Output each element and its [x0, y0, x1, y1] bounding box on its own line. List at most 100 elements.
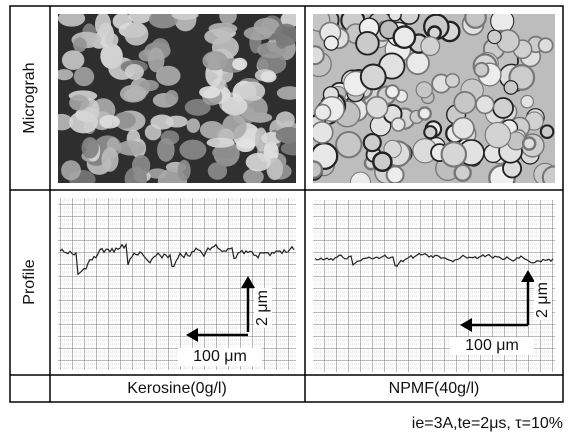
texture — [239, 95, 268, 122]
texture — [372, 151, 393, 173]
texture — [451, 116, 475, 140]
profile-trace — [314, 252, 554, 268]
texture — [453, 163, 472, 183]
texture — [521, 136, 537, 151]
label-bg — [178, 348, 262, 366]
caption: ie=3A,te=2μs, τ=10% — [412, 415, 563, 432]
texture — [405, 50, 430, 76]
row-label: Micrograh — [21, 62, 38, 133]
texture — [101, 147, 119, 172]
texture — [490, 14, 515, 34]
texture — [221, 96, 248, 116]
texture — [212, 145, 236, 160]
texture — [155, 65, 181, 86]
texture — [58, 113, 74, 131]
texture — [423, 125, 438, 140]
texture — [275, 111, 295, 129]
texture — [313, 121, 334, 144]
texture — [492, 97, 514, 119]
texture — [61, 50, 85, 70]
scale-label: 2 μm — [254, 290, 271, 326]
texture — [119, 84, 147, 103]
label-bg — [450, 337, 534, 355]
texture — [199, 86, 221, 99]
texture — [398, 14, 420, 25]
texture — [388, 14, 402, 22]
texture — [150, 114, 174, 130]
micrograph-npmf — [313, 14, 555, 183]
texture — [131, 154, 151, 177]
texture — [58, 69, 74, 81]
texture — [254, 127, 268, 152]
texture — [362, 133, 382, 153]
texture — [473, 61, 490, 78]
texture — [323, 35, 339, 51]
texture — [365, 96, 389, 120]
texture — [464, 14, 487, 29]
texture — [73, 67, 95, 87]
texture — [415, 81, 433, 99]
profile-grid — [58, 198, 296, 370]
texture — [207, 162, 228, 180]
micrograph-kerosine — [58, 14, 296, 183]
column-label: NPMF(40g/l) — [389, 380, 480, 397]
texture — [475, 94, 495, 115]
texture — [444, 73, 460, 89]
texture — [139, 79, 159, 92]
scale-bars — [186, 270, 535, 342]
texture — [202, 51, 228, 71]
texture — [440, 141, 468, 168]
row-label: Profile — [21, 259, 38, 304]
label-bg — [534, 280, 552, 320]
texture — [94, 14, 112, 37]
texture — [179, 139, 207, 160]
texture — [520, 94, 535, 109]
scale-label: 100 μm — [465, 337, 519, 354]
texture — [359, 63, 387, 91]
texture — [385, 165, 405, 183]
texture — [104, 33, 119, 48]
texture — [390, 117, 406, 132]
texture — [313, 160, 324, 180]
texture — [69, 94, 90, 111]
texture — [260, 71, 277, 83]
table-frame — [9, 5, 564, 403]
texture — [157, 138, 175, 162]
texture — [116, 140, 146, 156]
texture — [275, 126, 296, 144]
texture — [487, 29, 502, 45]
texture — [206, 137, 235, 148]
texture — [314, 103, 332, 122]
texture — [243, 26, 273, 41]
texture — [484, 121, 512, 149]
texture — [171, 14, 199, 21]
texture — [184, 98, 211, 116]
texture — [147, 47, 165, 73]
texture — [61, 160, 81, 181]
texture — [384, 84, 400, 100]
texture — [148, 14, 179, 29]
texture — [124, 64, 144, 80]
texture — [349, 171, 371, 183]
texture — [245, 152, 271, 172]
scale-label: 2 μm — [534, 282, 551, 318]
texture — [280, 141, 296, 156]
texture — [243, 168, 264, 183]
texture — [392, 25, 417, 49]
texture — [81, 137, 99, 159]
texture — [204, 28, 231, 45]
texture — [186, 118, 201, 133]
texture — [335, 130, 363, 159]
texture — [541, 165, 555, 183]
texture — [313, 45, 325, 66]
texture — [239, 81, 266, 101]
texture — [236, 138, 255, 153]
texture — [417, 106, 432, 121]
texture — [165, 89, 179, 106]
texture — [219, 14, 237, 25]
profile-trace — [59, 242, 295, 276]
texture — [112, 14, 132, 30]
texture — [503, 80, 519, 95]
texture — [177, 159, 191, 181]
